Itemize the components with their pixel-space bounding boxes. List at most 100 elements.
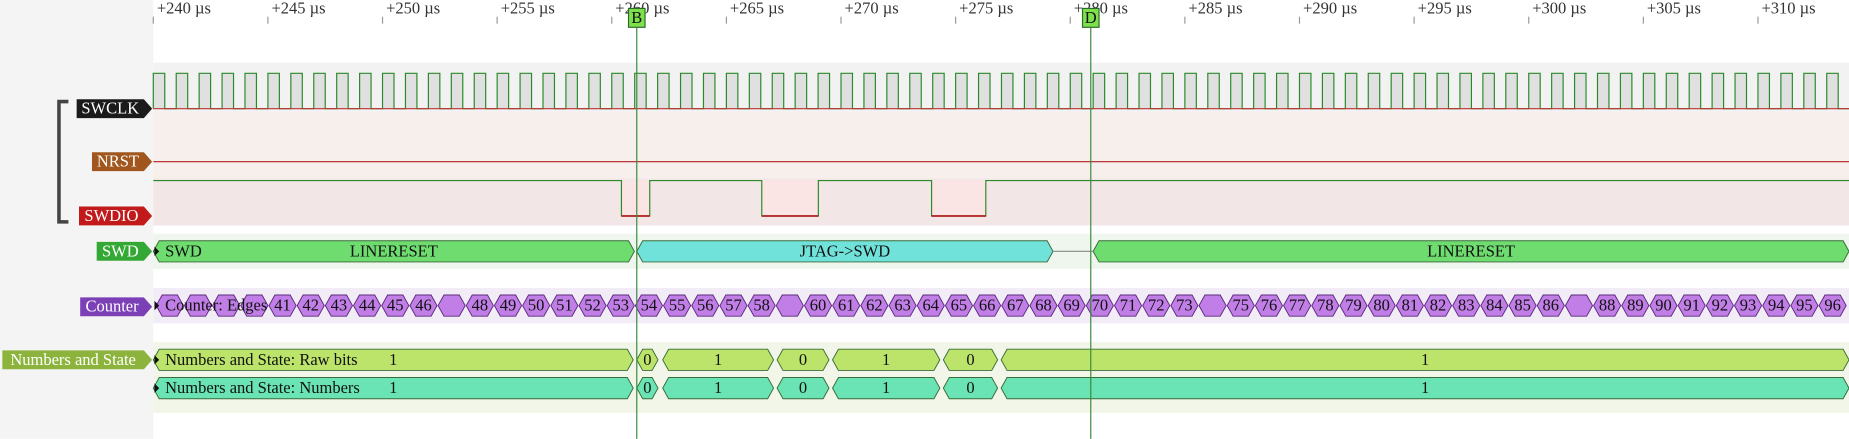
counter-cell [352, 294, 382, 317]
counter-cell [240, 294, 269, 317]
time-label: +270 µs [845, 0, 899, 17]
numbers-segment [636, 348, 659, 371]
counter-value: 96 [1824, 296, 1841, 315]
counter-cell [1790, 294, 1819, 317]
counter-value: 77 [1289, 296, 1306, 315]
counter-value: 86 [1543, 296, 1560, 315]
numbers-segment-text: 1 [1421, 378, 1429, 397]
counter-value: 71 [1120, 296, 1137, 315]
counter-value: 46 [415, 296, 432, 315]
counter-cell [409, 294, 438, 317]
time-label: +265 µs [730, 0, 784, 17]
counter-value: 61 [838, 296, 855, 315]
swd-segment-text: LINERESET [1427, 241, 1515, 260]
counter-cell [1762, 294, 1791, 317]
counter-value: 95 [1796, 296, 1813, 315]
counter-cell [1085, 294, 1114, 317]
time-label: +285 µs [1188, 0, 1242, 17]
counter-value: 78 [1317, 296, 1334, 315]
counter-value: 51 [556, 296, 573, 315]
counter-cell [1367, 294, 1396, 317]
numbers-segment-text: 1 [882, 378, 890, 397]
numbers-segment [1000, 348, 1849, 371]
counter-cell [578, 294, 607, 317]
time-label: +300 µs [1532, 0, 1586, 17]
cursor-flag [627, 7, 646, 28]
swd-segment-text: LINERESET [350, 241, 438, 260]
counter-cell [1057, 294, 1086, 317]
swdio-label: SWDIO [84, 206, 138, 225]
swd-tag [96, 241, 153, 261]
numbers-segment [942, 348, 999, 371]
counter-cell [381, 294, 410, 317]
counter-value: 48 [472, 296, 489, 315]
counter-cell [550, 294, 579, 317]
counter-cell [606, 294, 635, 317]
expand-arrow [154, 300, 160, 311]
numbers-segment-text: 1 [882, 350, 890, 369]
numbers-segment-text: 0 [966, 378, 974, 397]
counter-value: 69 [1063, 296, 1080, 315]
swdio-low-bg [621, 180, 650, 216]
numbers-segment-text: 0 [643, 350, 651, 369]
counter-value: 88 [1599, 296, 1616, 315]
numbers-segment-text: 0 [643, 378, 651, 397]
counter-cell [803, 294, 833, 317]
counter-cell [1621, 294, 1650, 317]
expand-arrow [154, 246, 160, 257]
numbers-segment [831, 377, 941, 400]
numbers-segment-text: 0 [799, 350, 807, 369]
swdio-bg [153, 178, 1849, 226]
counter-value: 94 [1768, 296, 1785, 315]
counter-value: 63 [894, 296, 911, 315]
time-label: +240 µs [157, 0, 211, 17]
counter-cell [888, 294, 917, 317]
numbers-segment [942, 377, 999, 400]
counter-cell [860, 294, 889, 317]
counter-value: 89 [1627, 296, 1644, 315]
counter-value: 62 [866, 296, 883, 315]
swd-label: SWD [102, 241, 139, 260]
counter-cell [1142, 294, 1171, 317]
counter-cell [1733, 294, 1763, 317]
swdio-tag [79, 206, 153, 226]
swdio-low-bg [761, 180, 819, 216]
counter-value: 43 [331, 296, 348, 315]
counter-value: 80 [1373, 296, 1390, 315]
numbers-segment-text: 1 [389, 350, 397, 369]
counter-cell [296, 294, 325, 317]
counter-value: 76 [1261, 296, 1278, 315]
counter-value: 68 [1035, 296, 1052, 315]
numbers-title: Numbers and State: Numbers [165, 378, 360, 397]
counter-value: 67 [1007, 296, 1024, 315]
counter-cell [1029, 294, 1058, 317]
counter-value: 65 [951, 296, 968, 315]
numbers-segment-text: 1 [714, 350, 722, 369]
numbers-segment-text: 0 [799, 378, 807, 397]
numbers-segment [831, 348, 941, 371]
counter-value: 45 [387, 296, 404, 315]
counter-value: 83 [1458, 296, 1475, 315]
nrst-label: NRST [97, 152, 139, 171]
time-label: +295 µs [1418, 0, 1472, 17]
counter-cell [268, 294, 297, 317]
numbers-segment [662, 377, 775, 400]
time-label: +305 µs [1647, 0, 1701, 17]
counter-cell [916, 294, 945, 317]
expand-arrow [154, 383, 160, 393]
counter-cell [1113, 294, 1143, 317]
counter-cell [1452, 294, 1481, 317]
time-label: +290 µs [1303, 0, 1357, 17]
counter-cell [1564, 294, 1594, 317]
counter-cell [747, 294, 776, 317]
counter-cell [1705, 294, 1734, 317]
counter-cell [973, 294, 1002, 317]
numbers-segment [152, 348, 634, 371]
counter-value: 41 [274, 296, 291, 315]
counter-value: 84 [1486, 296, 1503, 315]
counter-value: 42 [302, 296, 319, 315]
counter-cell [634, 294, 664, 317]
counter-value: 50 [528, 296, 545, 315]
swd-segment-text: JTAG->SWD [800, 241, 891, 260]
numbers-segment [662, 348, 775, 371]
